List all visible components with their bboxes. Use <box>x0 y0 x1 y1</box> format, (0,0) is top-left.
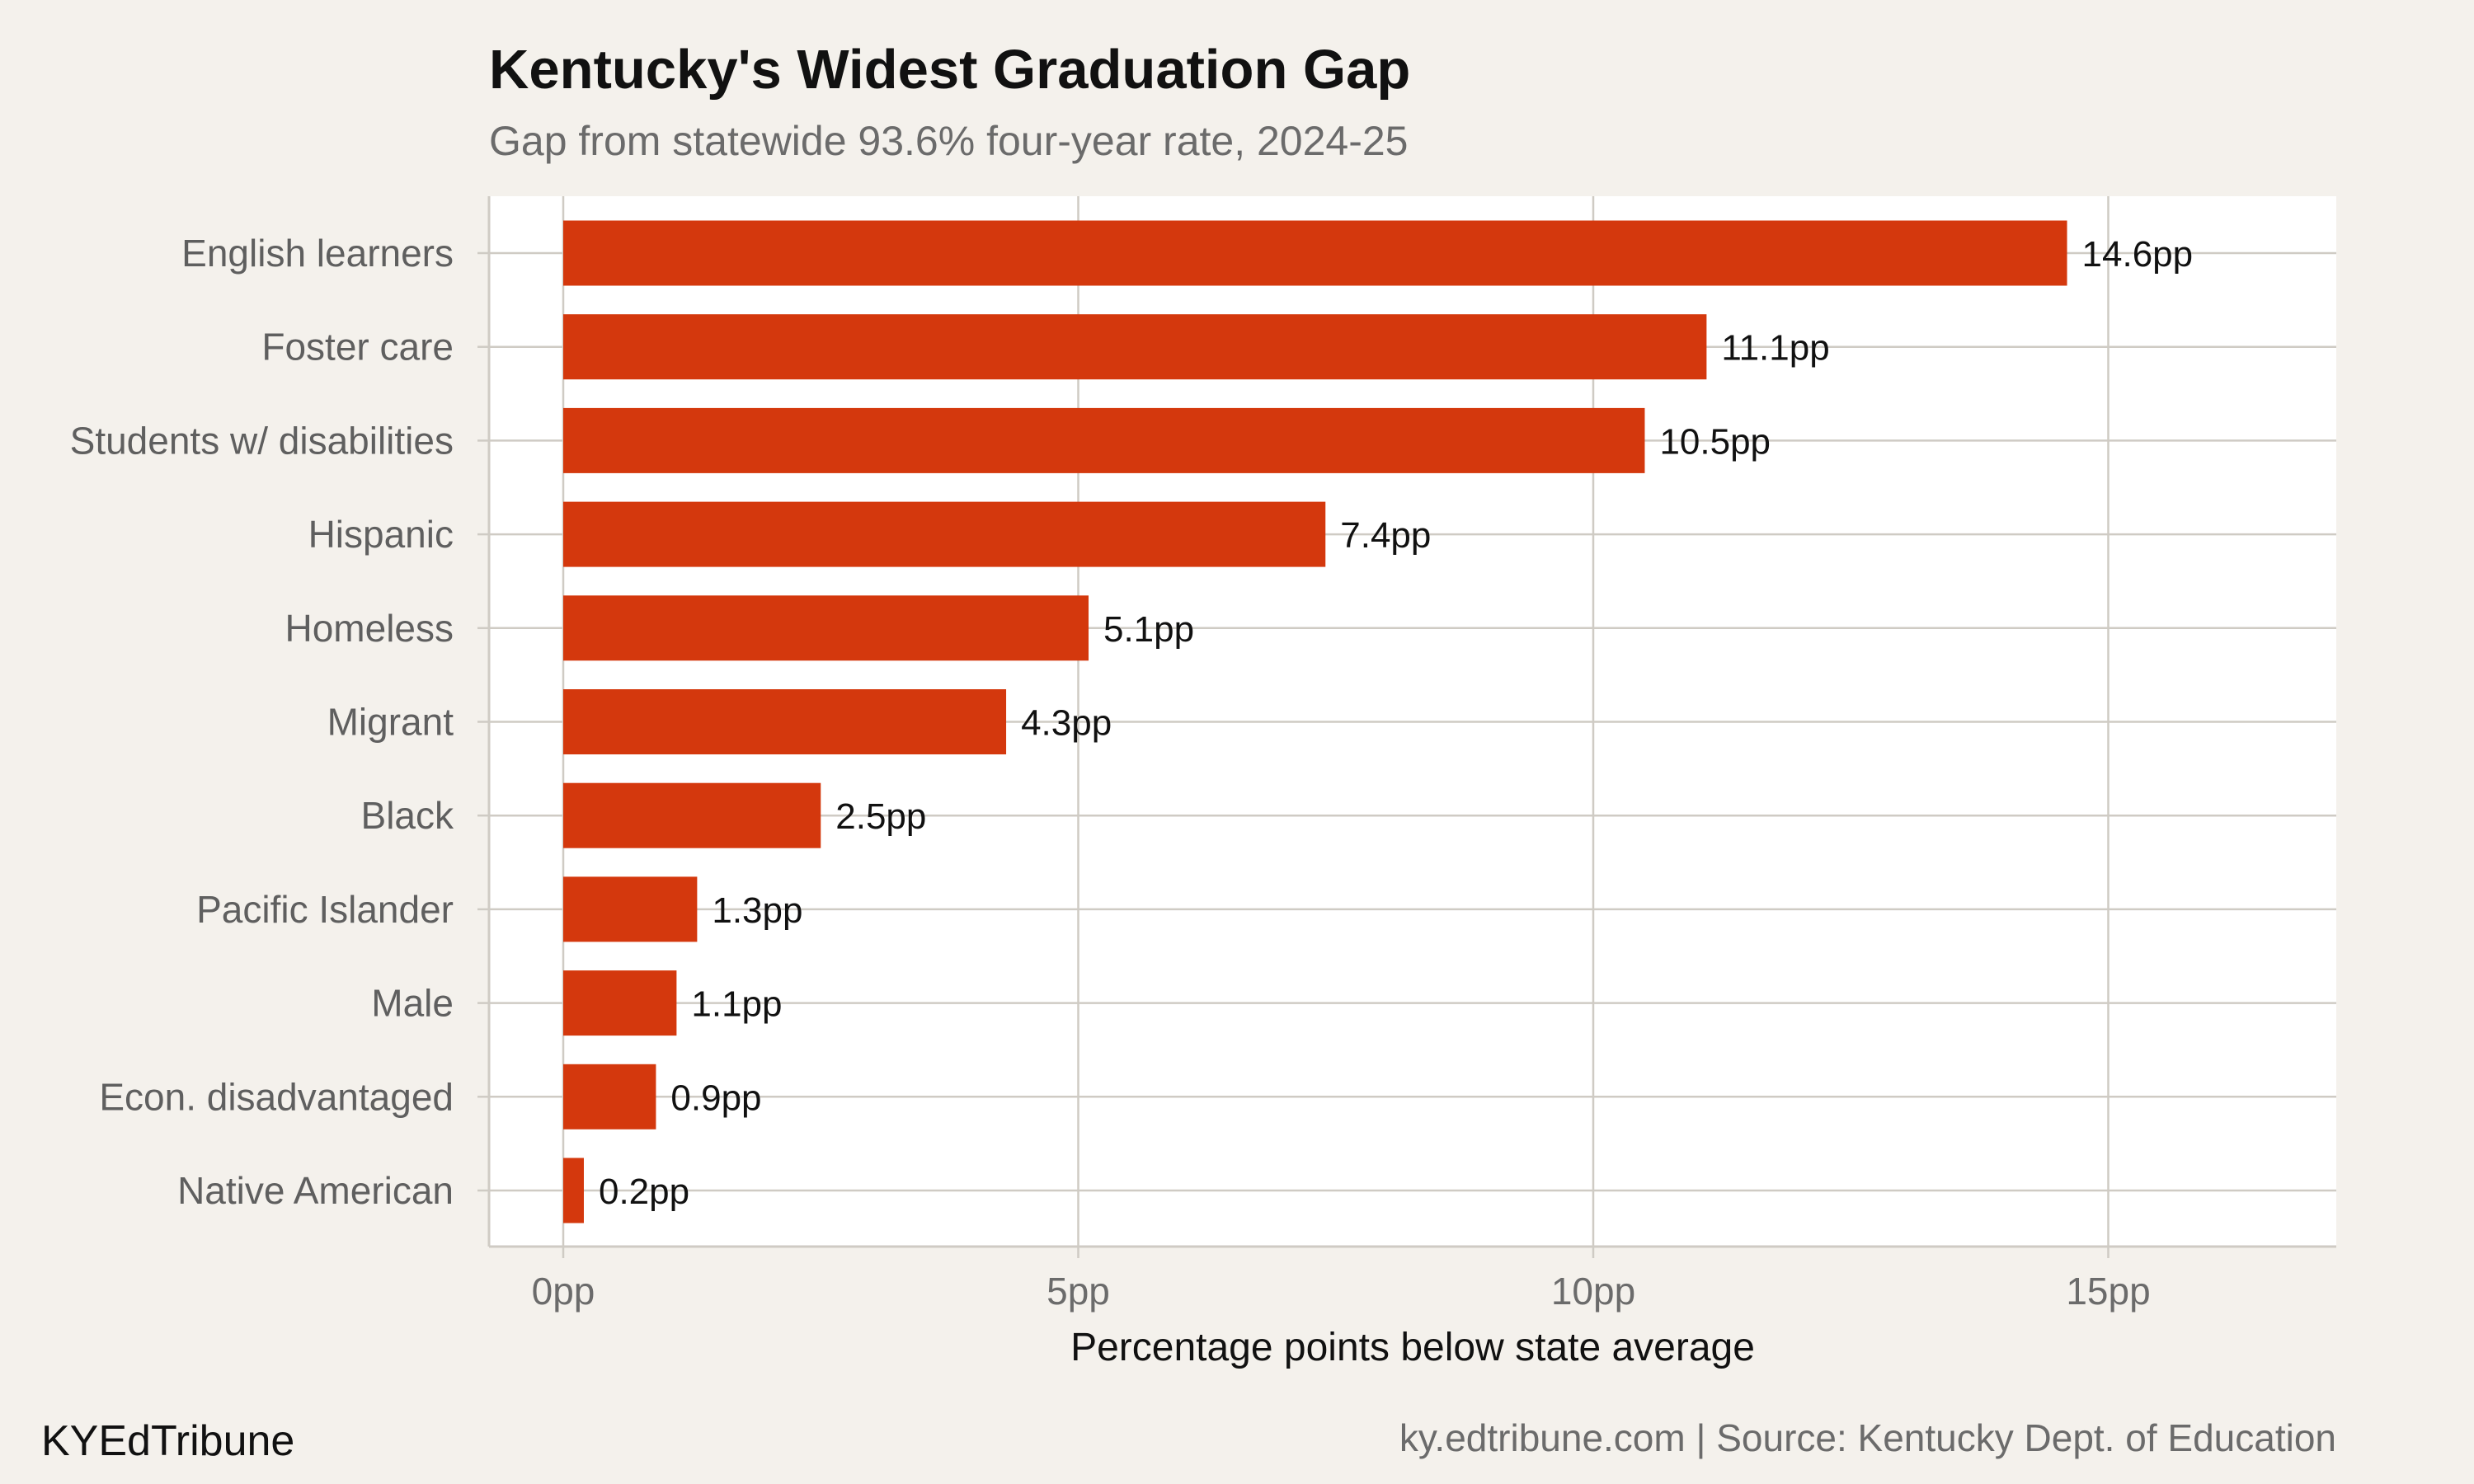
category-label: Foster care <box>261 326 454 369</box>
category-label: Male <box>371 982 454 1025</box>
x-tick-label: 15pp <box>2066 1270 2150 1313</box>
bar <box>563 220 2067 286</box>
bar <box>563 876 698 942</box>
category-label: Black <box>361 794 454 837</box>
category-label: Students w/ disabilities <box>70 419 454 462</box>
source-credit: ky.edtribune.com | Source: Kentucky Dept… <box>1399 1416 2336 1459</box>
x-axis-title: Percentage points below state average <box>1070 1326 1755 1369</box>
x-tick-labels: 0pp 5pp 10pp 15pp <box>532 1270 2151 1313</box>
category-labels: English learners Foster care Students w/ d… <box>70 232 454 1212</box>
x-tick-label: 10pp <box>1551 1270 1635 1313</box>
category-label: English learners <box>181 232 454 275</box>
bar <box>563 314 1707 380</box>
bar <box>563 689 1007 754</box>
category-label: Econ. disadvantaged <box>99 1075 454 1118</box>
category-label: Homeless <box>285 607 454 650</box>
chart-subtitle: Gap from statewide 93.6% four-year rate,… <box>489 118 1408 164</box>
category-label: Migrant <box>327 701 454 744</box>
bar <box>563 501 1326 567</box>
bar-value-label: 5.1pp <box>1103 609 1194 650</box>
category-label: Pacific Islander <box>196 888 454 931</box>
x-tick-label: 5pp <box>1047 1270 1110 1313</box>
chart-title: Kentucky's Widest Graduation Gap <box>489 39 1410 101</box>
bars <box>563 220 2067 1223</box>
category-label: Native American <box>177 1169 454 1212</box>
bar <box>563 595 1089 661</box>
data-labels: 14.6pp 11.1pp 10.5pp 7.4pp 5.1pp 4.3pp 2.5pp 1.… <box>599 234 2193 1212</box>
x-tick-label: 0pp <box>532 1270 595 1313</box>
bar <box>563 1158 584 1223</box>
bar-value-label: 10.5pp <box>1659 421 1771 462</box>
bar-value-label: 0.9pp <box>670 1078 761 1118</box>
category-label: Hispanic <box>308 513 454 556</box>
bar-value-label: 4.3pp <box>1021 703 1112 744</box>
bar-value-label: 14.6pp <box>2082 234 2194 275</box>
bar <box>563 407 1645 473</box>
bar-value-label: 1.1pp <box>691 984 782 1025</box>
bar-value-label: 2.5pp <box>835 796 926 837</box>
bar-value-label: 7.4pp <box>1340 515 1431 556</box>
axes <box>477 196 2336 1258</box>
bar <box>563 782 821 848</box>
bar <box>563 1064 656 1129</box>
bar-value-label: 1.3pp <box>712 890 802 931</box>
bar <box>563 970 677 1036</box>
bar-value-label: 11.1pp <box>1721 328 1829 369</box>
bar-value-label: 0.2pp <box>599 1172 689 1212</box>
brand-logo-text: KYEdTribune <box>41 1417 294 1465</box>
